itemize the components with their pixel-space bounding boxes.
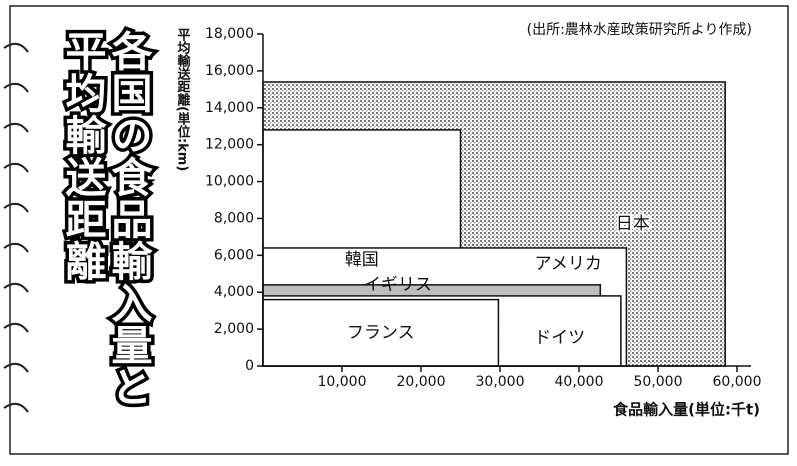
country-label: ドイツ [534,328,585,348]
y-tick-label: 14,000 [205,100,254,116]
country-label: 日本 [616,214,650,234]
title-line-1: 各国の食品輸入量と [104,30,153,408]
x-tick-label: 20,000 [397,374,446,390]
x-tick-label: 30,000 [476,374,525,390]
x-axis-label: 食品輸入量(単位:千t) [613,401,760,419]
y-tick-label: 8,000 [214,210,254,226]
title-line-2: 平均輸送距離 [58,30,107,282]
country-label: フランス [347,323,415,343]
y-tick-label: 12,000 [205,137,254,153]
y-tick-label: 16,000 [205,63,254,79]
x-tick-label: 40,000 [555,374,604,390]
y-tick-label: 18,000 [205,26,254,42]
x-tick-label: 50,000 [634,374,683,390]
y-tick-label: 10,000 [205,174,254,190]
country-label: アメリカ [535,254,602,274]
x-tick-label: 60,000 [713,374,762,390]
y-tick-label: 6,000 [214,247,254,263]
source: (出所:農林水産政策研究所より作成) [527,21,752,38]
spiral [3,42,29,413]
y-axis-label: 平均輸送距離(単位:km) [175,28,192,171]
country-label: イギリス [364,275,432,295]
y-tick-label: 2,000 [214,321,254,337]
y-tick-label: 0 [245,358,254,374]
country-label: 韓国 [345,250,379,270]
y-tick-label: 4,000 [214,284,254,300]
x-tick-label: 10,000 [318,374,367,390]
